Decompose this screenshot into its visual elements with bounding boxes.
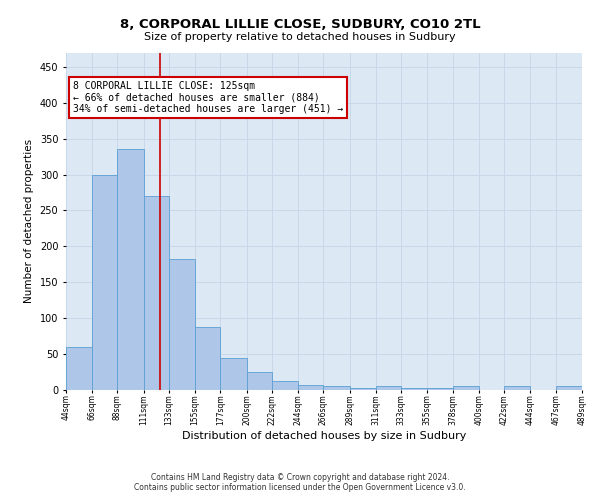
Bar	[169, 258, 195, 390]
Bar	[220, 358, 247, 390]
Bar	[556, 386, 582, 390]
X-axis label: Distribution of detached houses by size in Sudbury: Distribution of detached houses by size …	[182, 430, 466, 440]
Bar	[272, 380, 298, 390]
Text: Size of property relative to detached houses in Sudbury: Size of property relative to detached ho…	[144, 32, 456, 42]
Bar	[427, 388, 453, 390]
Bar	[350, 388, 376, 390]
Bar	[505, 386, 530, 390]
Y-axis label: Number of detached properties: Number of detached properties	[24, 139, 34, 304]
Bar	[376, 386, 401, 390]
Bar	[323, 386, 350, 390]
Text: Contains HM Land Registry data © Crown copyright and database right 2024.
Contai: Contains HM Land Registry data © Crown c…	[134, 473, 466, 492]
Text: 8 CORPORAL LILLIE CLOSE: 125sqm
← 66% of detached houses are smaller (884)
34% o: 8 CORPORAL LILLIE CLOSE: 125sqm ← 66% of…	[73, 81, 343, 114]
Bar	[453, 386, 479, 390]
Bar	[66, 347, 92, 390]
Bar	[195, 327, 220, 390]
Bar	[247, 372, 272, 390]
Bar	[92, 174, 117, 390]
Bar	[401, 388, 427, 390]
Text: 8, CORPORAL LILLIE CLOSE, SUDBURY, CO10 2TL: 8, CORPORAL LILLIE CLOSE, SUDBURY, CO10 …	[119, 18, 481, 30]
Bar	[117, 148, 143, 390]
Bar	[143, 196, 169, 390]
Bar	[298, 385, 323, 390]
